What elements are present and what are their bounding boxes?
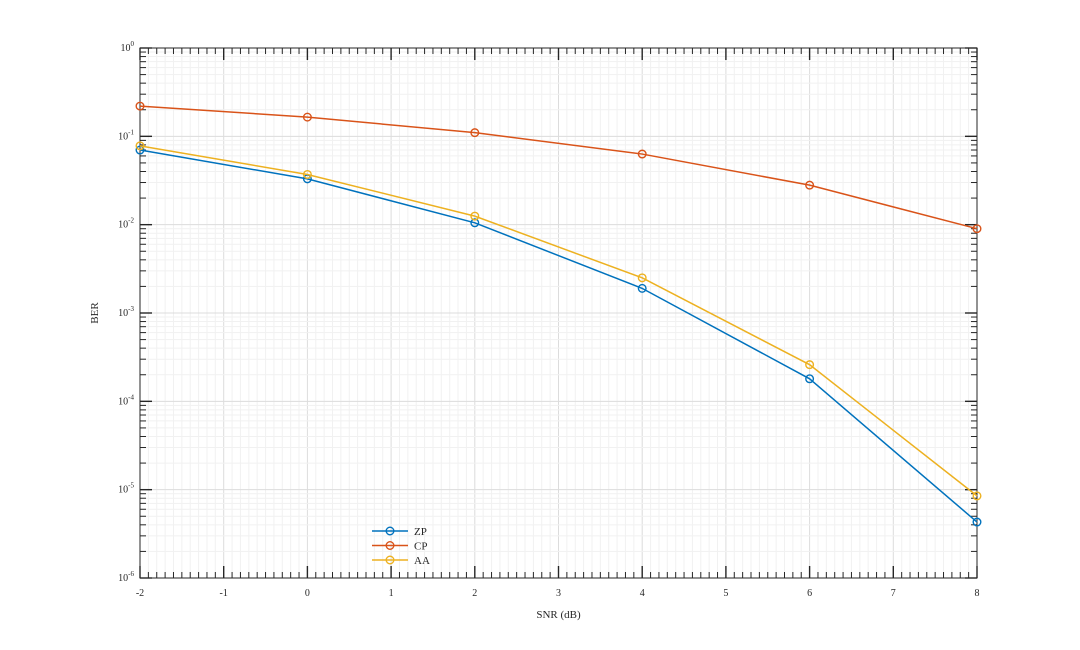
x-tick-label: 3 xyxy=(556,588,561,599)
data-point-zp xyxy=(805,374,815,384)
x-tick-label: 0 xyxy=(305,588,310,599)
x-tick-label: 1 xyxy=(389,588,394,599)
data-point-aa xyxy=(805,360,815,370)
series-line-zp xyxy=(139,149,978,523)
data-point-cp xyxy=(302,112,312,122)
x-tick-label: 6 xyxy=(807,588,812,599)
x-tick-label: -2 xyxy=(136,588,144,599)
plot-frame xyxy=(139,47,978,579)
legend-label: CP xyxy=(414,541,427,553)
x-tick-labels: -2 -1 0 1 2 3 4 5 6 7 8 xyxy=(136,588,980,599)
series-line-aa xyxy=(139,145,978,497)
x-tick-label: 8 xyxy=(975,588,980,599)
x-tick-label: 5 xyxy=(723,588,728,599)
y-tick-labels: 100 10-1 10-2 10-3 10-4 10-5 10-6 xyxy=(118,40,134,584)
x-tick-label: 4 xyxy=(640,588,645,599)
x-tick-label: -1 xyxy=(220,588,228,599)
data-point-cp xyxy=(805,180,815,190)
legend-label: ZP xyxy=(414,526,427,538)
y-tick-label: 100 xyxy=(121,40,135,54)
legend-label: AA xyxy=(414,555,430,567)
data-point-cp xyxy=(135,101,145,111)
data-point-cp xyxy=(972,224,982,234)
series xyxy=(135,101,982,527)
legend-swatch-marker xyxy=(385,526,395,536)
y-axis-title: BER xyxy=(89,302,101,324)
data-point-aa xyxy=(637,273,647,283)
legend-item-aa: AA xyxy=(372,555,430,567)
legend-item-cp: CP xyxy=(372,541,427,553)
data-point-aa xyxy=(972,491,982,501)
y-tick-label: 10-4 xyxy=(118,393,134,407)
data-point-zp xyxy=(470,218,480,228)
axis-ticks xyxy=(139,47,978,579)
x-tick-label: 7 xyxy=(891,588,896,599)
legend-swatch-marker xyxy=(385,555,395,565)
series-line-cp xyxy=(139,105,978,230)
y-tick-label: 10-1 xyxy=(118,128,134,142)
data-point-zp xyxy=(972,517,982,527)
y-tick-label: 10-5 xyxy=(118,482,134,496)
data-point-zp xyxy=(637,283,647,293)
y-tick-label: 10-2 xyxy=(118,217,134,231)
data-point-cp xyxy=(637,149,647,159)
legend-swatch-marker xyxy=(385,541,395,551)
grid xyxy=(139,47,978,579)
legend-item-zp: ZP xyxy=(372,526,427,538)
x-axis-title: SNR (dB) xyxy=(536,609,581,621)
data-point-aa xyxy=(470,211,480,221)
series-aa xyxy=(135,141,982,501)
y-tick-label: 10-6 xyxy=(118,570,134,584)
legend: ZP CP AA xyxy=(372,526,430,567)
series-zp xyxy=(135,145,982,527)
series-cp xyxy=(135,101,982,234)
x-tick-label: 2 xyxy=(472,588,477,599)
data-point-cp xyxy=(470,128,480,138)
y-tick-label: 10-3 xyxy=(118,305,134,319)
data-point-aa xyxy=(302,169,312,179)
data-point-aa xyxy=(135,141,145,151)
